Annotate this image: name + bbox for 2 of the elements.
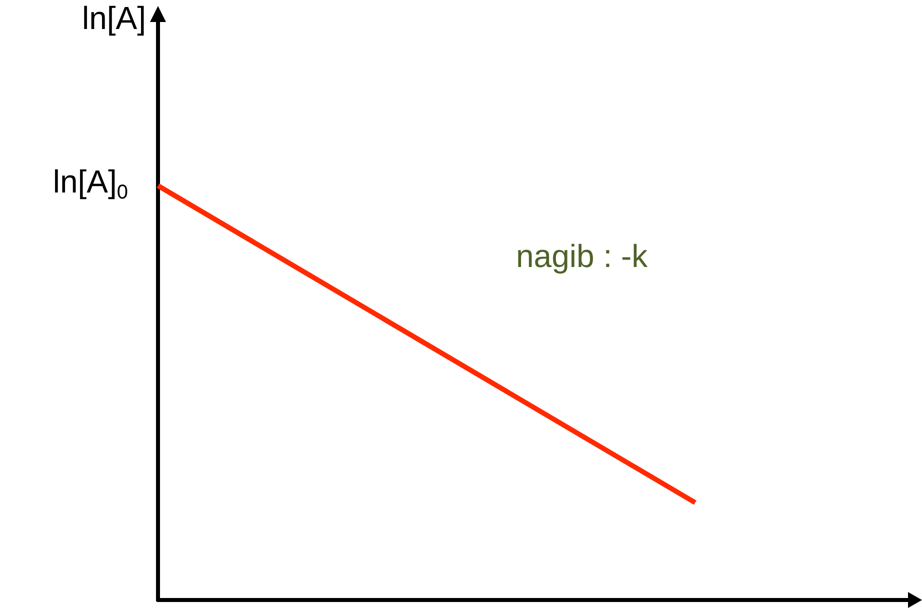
y-axis-title: ln[A] xyxy=(82,0,146,36)
annotation: nagib : -k xyxy=(516,238,649,274)
